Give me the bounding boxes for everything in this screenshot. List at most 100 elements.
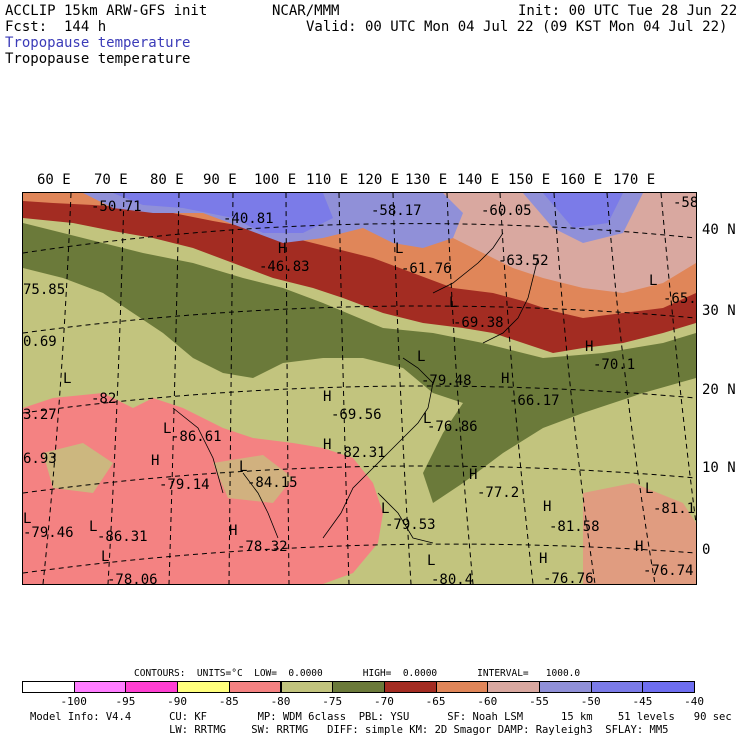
cold-region-s: [103, 493, 283, 584]
colorbar-swatch: [487, 681, 540, 693]
longitude-label: 160 E: [560, 172, 603, 188]
high-marker: H: [543, 499, 551, 515]
low-marker: L: [239, 459, 247, 475]
valid-time: Valid: 00 UTC Mon 04 Jul 22 (09 KST Mon …: [306, 19, 728, 35]
init-time: Init: 00 UTC Tue 28 Jun 22: [518, 3, 738, 19]
latitude-label: 10 N: [702, 460, 736, 476]
temperature-value: 6.93: [23, 451, 57, 467]
graticule: [23, 193, 696, 584]
latitude-label: 30 N: [702, 303, 736, 319]
field-title-contour: Tropopause temperature: [5, 51, 191, 67]
temperature-value: -77.2: [477, 485, 519, 501]
map-labels: -50.71 -40.81 -58.17 -60.05 -58 H -46.83 L -61.7…: [23, 195, 696, 584]
low-marker: L: [427, 553, 435, 569]
temperature-value: -86.61: [171, 429, 222, 445]
temperature-value: -66.17: [509, 393, 560, 409]
model-info-line2: LW: RRTMG SW: RRTMG DIFF: simple KM: 2D …: [30, 724, 669, 736]
low-marker: L: [417, 349, 425, 365]
colorbar-swatch: [383, 681, 437, 693]
band-minus45-east: [543, 193, 623, 228]
longitude-label: 60 E: [37, 172, 71, 188]
longitude-label: 110 E: [306, 172, 349, 188]
longitude-label: 90 E: [203, 172, 237, 188]
temperature-value: -81.58: [549, 519, 600, 535]
latitude-label: 0: [702, 542, 711, 558]
colorbar-swatch: [332, 681, 385, 693]
low-marker: L: [89, 519, 97, 535]
map-canvas: -50.71 -40.81 -58.17 -60.05 -58 H -46.83 L -61.7…: [23, 193, 696, 584]
band-minus70: [23, 223, 696, 503]
forecast-hour: Fcst: 144 h: [5, 19, 107, 35]
longitude-label: 140 E: [457, 172, 500, 188]
colorbar-swatch: [280, 681, 334, 693]
high-marker: H: [585, 339, 593, 355]
cold-region-se: [583, 483, 696, 584]
temperature-value: -61.76: [401, 261, 452, 277]
colorbar-tick-label: -50: [580, 695, 601, 708]
temperature-value: -86.31: [97, 529, 148, 545]
longitude-label: 80 E: [150, 172, 184, 188]
temperature-value: 75.85: [23, 282, 65, 298]
colorbar-tick-label: -85: [218, 695, 239, 708]
high-marker: H: [635, 539, 643, 555]
high-marker: H: [229, 523, 237, 539]
temperature-value: -70.1: [593, 357, 635, 373]
colorbar-tick-label: -90: [167, 695, 188, 708]
temperature-value: -58: [673, 195, 696, 211]
khaki-patch-2: [213, 455, 293, 503]
low-marker: L: [423, 411, 431, 427]
temperature-value: -76.76: [543, 571, 594, 584]
temperature-value: -58.17: [371, 203, 422, 219]
colorbar-tick-label: -95: [115, 695, 136, 708]
temperature-value: -78.06: [107, 572, 158, 584]
colorbar-tick-label: -45: [632, 695, 653, 708]
high-marker: H: [539, 551, 547, 567]
coastlines: [172, 232, 539, 544]
latitude-label: 40 N: [702, 222, 736, 238]
colorbar-swatch: [73, 681, 127, 693]
khaki-patch-1: [43, 443, 113, 493]
colorbar-tick-label: -80: [270, 695, 291, 708]
field-title-shaded: Tropopause temperature: [5, 35, 191, 51]
colorbar-swatch: [22, 681, 75, 693]
low-marker: L: [395, 241, 403, 257]
temperature-value: -82: [91, 391, 116, 407]
low-marker: L: [63, 371, 71, 387]
colorbar-swatch: [125, 681, 179, 693]
temperature-value: -80.4: [431, 572, 473, 584]
colorbar-tick-label: -65: [425, 695, 446, 708]
temperature-value: -78.32: [237, 539, 288, 555]
colorbar-swatch: [177, 681, 230, 693]
colorbar-swatch: [642, 681, 696, 693]
temperature-value: -69.38: [453, 315, 504, 331]
high-marker: H: [323, 389, 331, 405]
longitude-label: 130 E: [405, 172, 448, 188]
high-marker: H: [469, 467, 477, 483]
temperature-value: -50.71: [91, 199, 142, 215]
temperature-value: -81.1: [653, 501, 695, 517]
low-marker: L: [101, 549, 109, 565]
colorbar-tick-label: -100: [60, 695, 87, 708]
temperature-value: -63.52: [498, 253, 549, 269]
band-minus45: [113, 193, 333, 233]
low-marker: L: [645, 481, 653, 497]
low-marker: L: [163, 421, 171, 437]
temperature-value: -65.7: [663, 291, 696, 307]
temperature-value: -84.15: [247, 475, 298, 491]
tropopause-temperature-map: -50.71 -40.81 -58.17 -60.05 -58 H -46.83 L -61.7…: [22, 192, 697, 585]
latitude-label: 20 N: [702, 382, 736, 398]
low-marker: L: [449, 295, 457, 311]
colorbar-tick-label: -40: [684, 695, 705, 708]
temperature-value: -79.48: [421, 373, 472, 389]
high-marker: H: [323, 437, 331, 453]
longitude-label: 150 E: [508, 172, 551, 188]
center-label: NCAR/MMM: [272, 3, 340, 19]
temperature-value: -79.14: [159, 477, 210, 493]
low-marker: L: [381, 501, 389, 517]
high-marker: H: [501, 371, 509, 387]
temperature-value: -69.56: [331, 407, 382, 423]
temperature-value: 0.69: [23, 334, 57, 350]
low-marker: L: [649, 273, 657, 289]
model-info-line1: Model Info: V4.4 CU: KF MP: WDM 6class P…: [30, 711, 732, 723]
high-marker: H: [151, 453, 159, 469]
